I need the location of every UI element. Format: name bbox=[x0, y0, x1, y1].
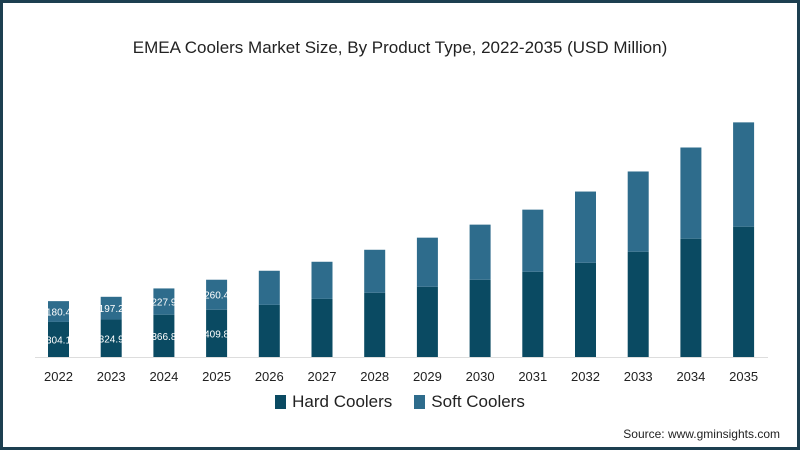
data-label: 304.1 bbox=[46, 335, 71, 346]
bar-soft-coolers-2035 bbox=[733, 122, 755, 227]
data-label: 180.4 bbox=[46, 308, 71, 319]
bar-hard-coolers-2023 bbox=[100, 319, 122, 357]
bar-soft-coolers-2034 bbox=[680, 147, 702, 239]
bar-hard-coolers-2032 bbox=[575, 262, 596, 357]
bar-soft-coolers-2025 bbox=[206, 279, 228, 310]
x-tick-label: 2026 bbox=[255, 369, 284, 384]
data-label: 227.9 bbox=[151, 298, 176, 309]
x-tick-label: 2023 bbox=[97, 369, 126, 384]
x-tick-label: 2025 bbox=[202, 369, 231, 384]
bar-hard-coolers-2029 bbox=[416, 286, 438, 357]
x-tick-label: 2028 bbox=[360, 369, 389, 384]
bar-hard-coolers-2035 bbox=[733, 226, 755, 357]
legend-item-hard-coolers: Hard Coolers bbox=[275, 392, 392, 412]
x-tick-label: 2031 bbox=[518, 369, 547, 384]
bar-hard-coolers-2022 bbox=[48, 321, 69, 357]
legend: Hard Coolers Soft Coolers bbox=[0, 392, 800, 412]
legend-label: Hard Coolers bbox=[292, 392, 393, 411]
bar-soft-coolers-2022 bbox=[48, 301, 69, 322]
legend-label: Soft Coolers bbox=[431, 392, 525, 411]
data-label: 260.4 bbox=[204, 291, 229, 302]
bar-soft-coolers-2023 bbox=[100, 296, 122, 320]
x-tick-label: 2034 bbox=[676, 369, 705, 384]
bar-soft-coolers-2026 bbox=[258, 270, 280, 305]
data-label: 324.9 bbox=[99, 334, 124, 345]
bar-hard-coolers-2031 bbox=[522, 271, 544, 357]
legend-swatch-soft-coolers bbox=[414, 395, 426, 409]
legend-swatch-hard-coolers bbox=[275, 395, 287, 409]
bar-soft-coolers-2031 bbox=[522, 209, 544, 272]
data-label: 366.8 bbox=[151, 332, 176, 343]
x-tick-label: 2024 bbox=[149, 369, 178, 384]
bar-hard-coolers-2030 bbox=[469, 279, 491, 357]
x-tick-label: 2032 bbox=[571, 369, 600, 384]
bar-soft-coolers-2029 bbox=[416, 237, 438, 287]
bar-soft-coolers-2028 bbox=[364, 249, 386, 293]
bar-hard-coolers-2025 bbox=[206, 309, 228, 357]
bar-hard-coolers-2026 bbox=[258, 304, 280, 357]
x-tick-label: 2029 bbox=[413, 369, 442, 384]
bar-hard-coolers-2028 bbox=[364, 292, 386, 357]
source-note: Source: www.gminsights.com bbox=[623, 427, 780, 441]
chart-title: EMEA Coolers Market Size, By Product Typ… bbox=[132, 38, 668, 57]
bar-hard-coolers-2027 bbox=[311, 298, 333, 357]
bar-hard-coolers-2033 bbox=[627, 251, 649, 357]
data-label: 409.8 bbox=[204, 329, 229, 340]
bar-soft-coolers-2033 bbox=[627, 171, 649, 252]
x-tick-label: 2035 bbox=[729, 369, 758, 384]
bar-soft-coolers-2030 bbox=[469, 224, 491, 280]
x-tick-label: 2033 bbox=[624, 369, 653, 384]
bar-soft-coolers-2032 bbox=[575, 191, 596, 263]
bar-soft-coolers-2027 bbox=[311, 261, 333, 299]
bar-soft-coolers-2024 bbox=[153, 288, 175, 315]
data-label: 197.2 bbox=[99, 304, 124, 315]
legend-item-soft-coolers: Soft Coolers bbox=[414, 392, 525, 412]
x-tick-label: 2030 bbox=[466, 369, 495, 384]
bar-hard-coolers-2034 bbox=[680, 238, 702, 357]
bar-hard-coolers-2024 bbox=[153, 314, 175, 357]
x-tick-label: 2022 bbox=[44, 369, 73, 384]
x-tick-label: 2027 bbox=[308, 369, 337, 384]
